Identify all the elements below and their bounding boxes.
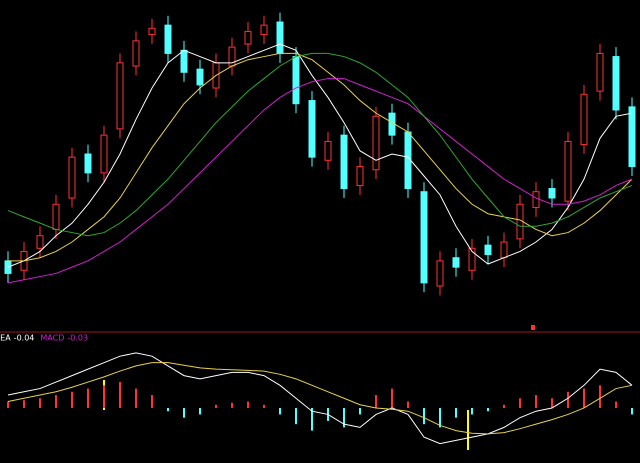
candle-body: [484, 244, 492, 256]
legend-value: -0.04: [14, 334, 35, 343]
candle-body: [452, 257, 460, 268]
candle-body: [580, 93, 588, 146]
macd-bar: [391, 388, 393, 408]
macd-bar: [167, 407, 169, 412]
indicator-line: [7, 362, 633, 435]
candle-body: [180, 49, 188, 73]
macd-bar: [39, 398, 41, 408]
candle-body: [132, 40, 140, 67]
candle-body: [372, 115, 380, 171]
candle-body: [292, 56, 300, 105]
legend-name: MACD: [40, 334, 64, 343]
candle-body: [612, 56, 620, 111]
macd-bar: [231, 402, 233, 408]
macd-bar: [535, 395, 537, 408]
macd-bar: [519, 398, 521, 408]
indicator-line: [7, 52, 633, 237]
candle-body: [52, 203, 60, 230]
macd-bar: [599, 385, 601, 408]
macd-bar: [23, 400, 25, 408]
candle-body: [356, 166, 364, 186]
macd-bar: [615, 401, 617, 408]
macd-bar: [311, 407, 313, 431]
macd-bar: [423, 407, 425, 425]
macd-bar: [551, 398, 553, 408]
macd-bar: [407, 401, 409, 408]
macd-bar: [439, 407, 441, 428]
candle-body: [324, 140, 332, 161]
macd-bar: [487, 407, 489, 412]
candle-body: [164, 24, 172, 54]
candle-body: [340, 134, 348, 190]
candle-body: [244, 30, 252, 45]
legend-value: -0.03: [67, 334, 88, 343]
legend-name: DEA: [0, 334, 11, 343]
indicator-line: [7, 43, 633, 268]
candle-body: [36, 235, 44, 249]
macd-bar: [471, 407, 473, 415]
macd-bar: [631, 407, 633, 415]
indicator-line: [7, 352, 633, 445]
candle-body: [420, 191, 428, 284]
macd-bar: [103, 385, 105, 408]
macd-bar: [503, 404, 505, 408]
candle-body: [116, 62, 124, 130]
candle-body: [628, 106, 636, 168]
macd-bar: [583, 388, 585, 408]
candle-body: [100, 134, 108, 174]
macd-bar: [199, 407, 201, 415]
marker: [531, 325, 535, 330]
macd-bar: [135, 388, 137, 408]
candle-body: [564, 140, 572, 202]
macd-bar: [183, 407, 185, 418]
macd-bar: [215, 404, 217, 408]
candle-body: [260, 24, 268, 36]
macd-bar: [87, 388, 89, 408]
candle-body: [148, 27, 156, 36]
candle-body: [532, 191, 540, 208]
candle-body: [276, 21, 284, 54]
candle-body: [308, 100, 316, 158]
macd-bar: [343, 407, 345, 428]
candle-body: [500, 241, 508, 259]
candle-body: [596, 52, 604, 92]
candle-body: [468, 247, 476, 271]
macd-bar: [567, 391, 569, 408]
candle-body: [68, 156, 76, 199]
macd-bar: [455, 407, 457, 418]
candle-body: [84, 153, 92, 174]
macd-bar: [55, 395, 57, 408]
macd-bar: [247, 401, 249, 408]
macd-bar: [119, 382, 121, 408]
indicator-line: [8, 52, 633, 262]
macd-bar: [7, 401, 9, 408]
macd-bar: [295, 407, 297, 425]
macd-bar: [71, 391, 73, 408]
macd-bar: [263, 404, 265, 408]
macd-bar: [359, 407, 361, 415]
indicator-line: [7, 78, 633, 284]
candle-body: [196, 68, 204, 86]
candle-body: [548, 188, 556, 199]
candle-body: [4, 260, 12, 274]
macd-bar: [151, 395, 153, 408]
macd-bar: [279, 407, 281, 415]
macd-bar: [375, 395, 377, 408]
candle-body: [436, 260, 444, 287]
